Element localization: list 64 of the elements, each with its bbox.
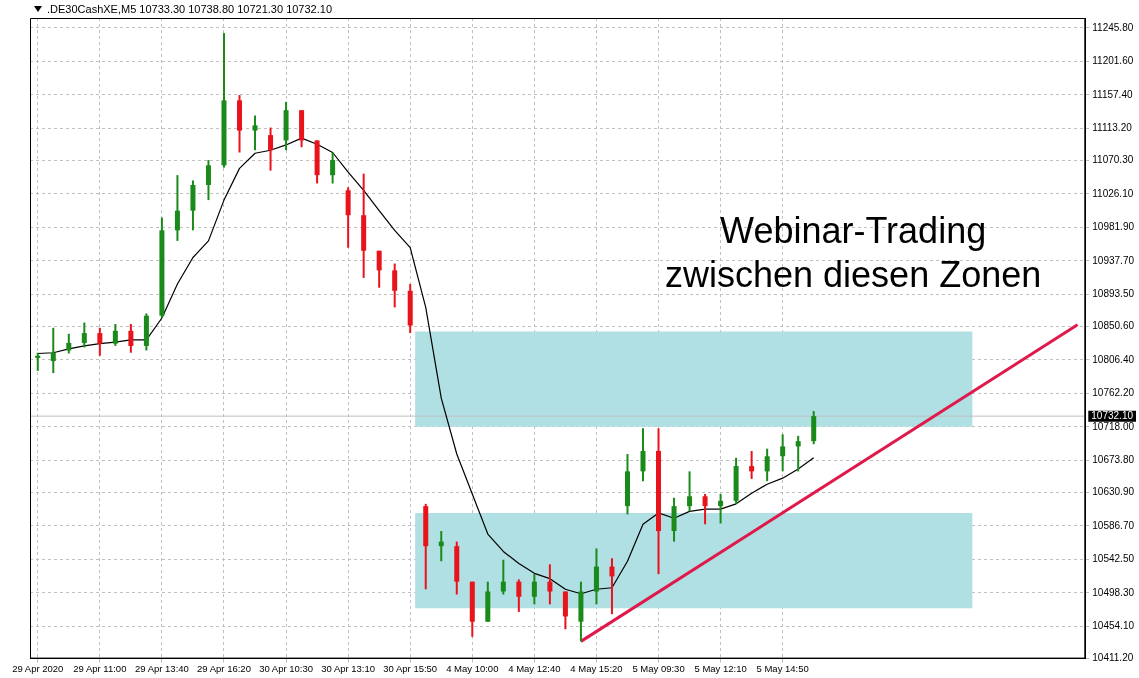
candlestick [50,326,56,375]
candlestick [330,151,336,185]
candlestick [205,159,211,202]
x-tick-label: 4 May 15:20 [570,662,623,674]
candlestick [764,447,770,483]
y-tick-label: 10893.50 [1092,287,1135,299]
x-tick-label: 30 Apr 10:30 [259,662,314,674]
candlestick [749,449,755,480]
x-tick-label: 29 Apr 2020 [12,662,64,674]
y-tick-label: 10981.90 [1092,221,1135,233]
y-tick-label: 11070.30 [1092,154,1134,166]
x-tick-label: 30 Apr 13:10 [321,662,376,674]
candlestick [531,573,537,606]
y-tick-label: 10762.20 [1092,387,1135,399]
y-tick-label: 11201.60 [1092,55,1134,67]
x-tick-label: 30 Apr 15:50 [383,662,438,674]
y-tick-label: 10586.70 [1092,519,1135,531]
candlestick [268,126,274,172]
candlestick [500,558,506,596]
candlestick [392,262,398,309]
candlestick [35,351,41,372]
y-tick-label: 11026.10 [1092,187,1134,199]
candlestick [609,557,615,616]
y-tick-label: 10850.60 [1092,320,1135,332]
candlestick [81,321,87,349]
candlestick [128,323,134,354]
x-tick-label: 5 May 14:50 [756,662,809,674]
y-tick-label: 10411.20 [1092,652,1134,664]
candlestick [547,563,553,606]
y-tick-label: 10718.00 [1092,420,1135,432]
annotation: zwischen diesen Zonen [665,253,1042,295]
candlestick [795,434,801,473]
candlestick [718,493,724,525]
y-tick-label: 10542.50 [1092,553,1135,565]
y-tick-label: 10806.40 [1092,353,1135,365]
x-tick-label: 4 May 10:00 [446,662,499,674]
annotation: Webinar-Trading [720,209,987,251]
candlestick [640,427,646,483]
candlestick [174,174,180,242]
candlestick [252,114,258,152]
candlestick [702,493,708,526]
candlestick [112,323,118,347]
candlestick [97,326,103,357]
candlestick [687,470,693,513]
y-tick-label: 11157.40 [1092,88,1133,100]
y-tick-label: 10937.70 [1092,254,1135,266]
candlestick [516,578,522,613]
x-tick-label: 5 May 09:30 [632,662,685,674]
y-tick-label: 10454.10 [1092,619,1135,631]
x-tick-label: 29 Apr 11:00 [73,662,127,674]
chart-title: .DE30CashXE,M5 10733.30 10738.80 10721.30 10732.10 [47,3,333,15]
y-tick-label: 10630.90 [1092,486,1135,498]
y-tick-label: 11113.20 [1092,121,1133,133]
y-tick-label: 11245.80 [1092,21,1134,33]
y-tick-label: 10673.80 [1092,453,1135,465]
candlestick [66,332,72,355]
x-tick-label: 5 May 12:10 [694,662,747,674]
candlestick [376,249,382,289]
y-tick-label: 10498.30 [1092,586,1135,598]
x-tick-label: 4 May 12:40 [508,662,561,674]
x-tick-label: 29 Apr 13:40 [134,662,189,674]
ref-line-label: 10732.10 [1091,409,1134,421]
x-tick-label: 29 Apr 16:20 [197,662,251,674]
candlestick [780,433,786,473]
